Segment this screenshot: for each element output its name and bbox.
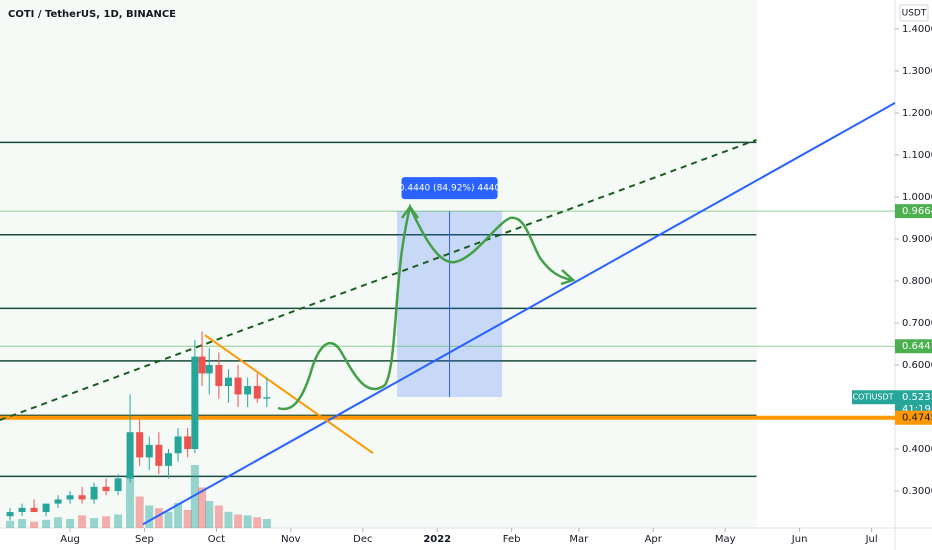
candle-body <box>136 432 144 458</box>
candle-body <box>90 486 98 500</box>
y-tick-label: 1.1000 <box>902 150 932 161</box>
volume-bar <box>135 496 144 528</box>
chart-title: COTI / TetherUS, 1D, BINANCE <box>8 9 176 20</box>
volume-bar <box>174 502 183 528</box>
price-label-box <box>895 410 932 425</box>
candle-body <box>42 503 50 513</box>
countdown: 41:19 <box>902 404 931 415</box>
candle-body <box>18 507 26 513</box>
volume-bar <box>198 487 207 528</box>
candle-body <box>174 436 182 454</box>
x-tick-label: Jun <box>791 534 808 545</box>
candle-body <box>114 478 122 492</box>
volume-bar <box>154 508 163 528</box>
volume-bar <box>78 515 87 528</box>
candle-body <box>244 386 252 395</box>
volume-bar <box>126 474 135 528</box>
candle-body <box>191 356 199 450</box>
measure-label: 0.4440 (84.92%) 4440 <box>399 184 501 194</box>
volume-bar <box>18 519 27 528</box>
x-tick-label: Apr <box>645 534 663 545</box>
volume-bar <box>54 517 63 528</box>
candle-body <box>102 486 110 492</box>
y-tick-label: 0.9000 <box>902 234 932 245</box>
volume-bar <box>234 514 243 528</box>
candle-body <box>66 495 74 500</box>
volume-bar <box>66 519 75 528</box>
candle-body <box>78 495 86 500</box>
volume-bar <box>42 519 51 528</box>
price-label: 0.6447 <box>902 341 932 352</box>
candle-body <box>155 444 163 466</box>
trend-line <box>142 102 896 526</box>
price-label-box <box>895 204 932 219</box>
x-tick-label: Feb <box>503 534 521 545</box>
symbol-label-box <box>852 390 895 405</box>
x-tick-label: Dec <box>353 534 372 545</box>
y-tick-label: 1.0000 <box>902 192 932 203</box>
trend-line <box>0 138 757 421</box>
price-label: 0.5233 <box>902 392 932 403</box>
candle-body <box>198 356 206 374</box>
currency-label: USDT <box>902 9 927 19</box>
currency-box[interactable] <box>899 4 929 22</box>
volume-bar <box>253 517 262 528</box>
volume-bar <box>102 516 111 528</box>
volume-bar <box>262 519 271 528</box>
candle-body <box>224 377 232 387</box>
volume-bar <box>243 515 252 528</box>
x-tick-label: Aug <box>60 534 80 545</box>
volume-bar <box>190 465 199 528</box>
x-tick-label: Mar <box>569 534 589 545</box>
candle-body <box>253 386 261 399</box>
volume-bar <box>164 511 173 528</box>
volume-bar <box>224 511 233 528</box>
volume-bar <box>205 501 214 528</box>
measure-label-box <box>401 177 498 200</box>
candle-body <box>30 507 38 513</box>
forecast-sketch <box>277 203 573 411</box>
price-label: 0.4745 <box>902 413 932 424</box>
volume-bar <box>183 510 192 528</box>
candle-body <box>215 365 223 387</box>
x-tick-label: Oct <box>208 534 225 545</box>
candle-body <box>164 453 172 466</box>
forecast-arrows <box>400 204 576 286</box>
volume-bar <box>145 505 154 528</box>
volume-bar <box>214 505 223 528</box>
volume-bar <box>114 514 123 528</box>
volume-bar <box>6 520 15 528</box>
x-tick-label: 2022 <box>423 534 451 545</box>
candle-body <box>6 512 14 517</box>
price-label-box <box>895 339 932 354</box>
candle-body <box>184 436 192 450</box>
candle-body <box>234 377 242 395</box>
candle-body <box>205 365 213 374</box>
x-tick-label: May <box>715 534 736 545</box>
volume-bar <box>30 521 39 528</box>
candle-body <box>145 444 153 458</box>
shaded-range <box>0 0 757 528</box>
y-tick-label: 1.2000 <box>902 108 932 119</box>
x-tick-label: Sep <box>135 534 154 545</box>
candle-body <box>54 499 62 504</box>
symbol-label: COTIUSDT <box>852 393 893 402</box>
candle-body <box>126 432 134 479</box>
x-tick-label: Jul <box>865 534 878 545</box>
volume-bar <box>90 518 99 528</box>
x-tick-label: Nov <box>281 534 301 545</box>
price-label: 0.9664 <box>902 206 932 217</box>
trend-line <box>204 334 374 455</box>
candle-body <box>263 397 271 399</box>
